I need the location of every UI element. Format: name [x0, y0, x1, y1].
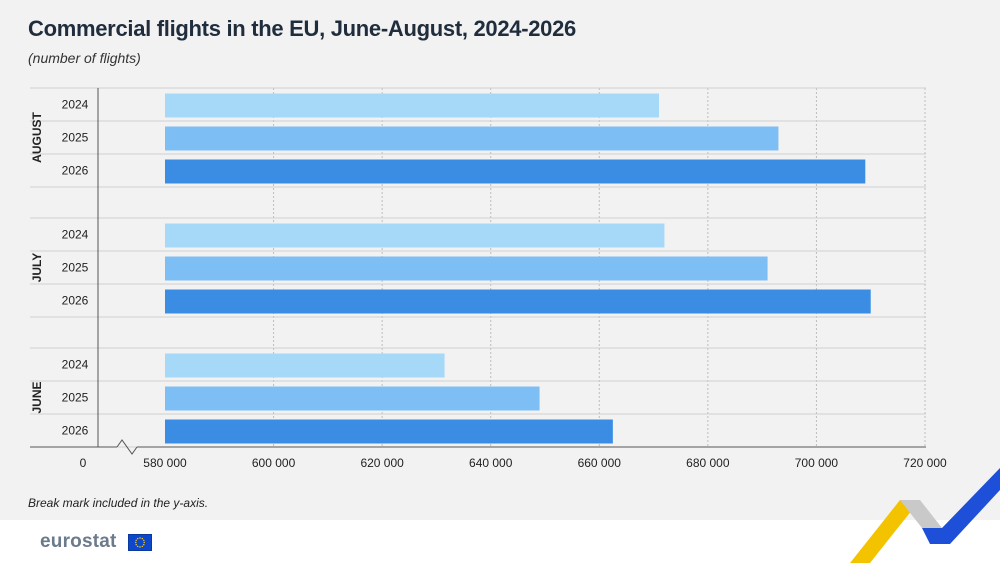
bar-june-2025: [165, 386, 540, 411]
group-label: AUGUST: [30, 112, 44, 163]
group-label: JUNE: [30, 381, 44, 413]
axis-break-mark: [116, 439, 138, 455]
bar-july-2026: [165, 289, 871, 314]
x-tick-label: 640 000: [469, 456, 513, 470]
x-tick-label: 680 000: [686, 456, 730, 470]
x-tick-label: 0: [80, 456, 87, 470]
group-label: JULY: [30, 253, 44, 283]
x-tick-label: 600 000: [252, 456, 296, 470]
x-tick-label: 660 000: [578, 456, 622, 470]
break-note: Break mark included in the y-axis.: [28, 496, 209, 510]
bar-july-2024: [165, 223, 665, 248]
bar-year-label: 2025: [62, 261, 89, 275]
bar-year-label: 2026: [62, 164, 89, 178]
eu-flag-icon: [128, 534, 152, 551]
bar-year-label: 2024: [62, 228, 89, 242]
bar-year-label: 2026: [62, 424, 89, 438]
footer: [0, 520, 1000, 563]
decorative-ribbon-icon: [850, 468, 1000, 563]
x-tick-label: 620 000: [360, 456, 404, 470]
x-tick-label: 580 000: [143, 456, 187, 470]
bar-year-label: 2024: [62, 358, 89, 372]
bar-year-label: 2024: [62, 98, 89, 112]
bar-june-2024: [165, 353, 445, 378]
bar-year-label: 2025: [62, 391, 89, 405]
x-tick-label: 720 000: [903, 456, 947, 470]
bar-august-2026: [165, 159, 866, 184]
eurostat-logo: eurostat: [40, 531, 117, 552]
chart-title: Commercial flights in the EU, June-Augus…: [28, 16, 576, 41]
chart-subtitle: (number of flights): [28, 50, 141, 66]
bar-year-label: 2025: [62, 131, 89, 145]
bar-chart: AUGUST 2024 2025 2026 JULY 2024 2025 2026 JUNE 20…: [30, 87, 947, 470]
bar-june-2026: [165, 419, 613, 444]
bar-august-2024: [165, 93, 659, 118]
x-tick-label: 700 000: [795, 456, 839, 470]
bar-july-2025: [165, 256, 768, 281]
bar-august-2025: [165, 126, 779, 151]
bar-year-label: 2026: [62, 294, 89, 308]
